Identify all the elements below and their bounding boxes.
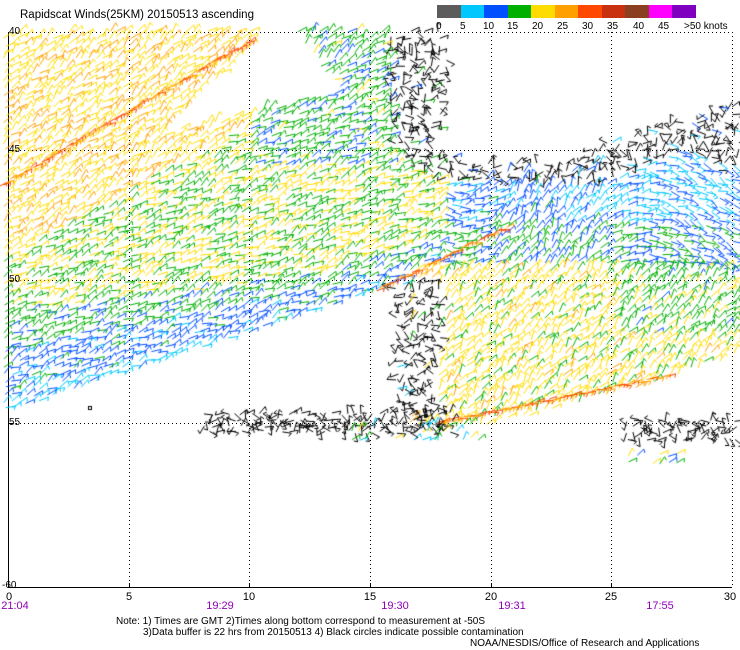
time-label: 19:31	[498, 600, 526, 612]
legend-label: 35	[607, 21, 619, 32]
lon-label: 30	[723, 591, 737, 603]
legend-label: 10	[483, 21, 495, 32]
legend-swatch	[672, 5, 696, 18]
legend-swatch	[578, 5, 602, 18]
time-label: 19:30	[381, 600, 409, 612]
legend-swatch	[625, 5, 649, 18]
time-label: 21:04	[1, 600, 29, 612]
lon-label: 0	[5, 591, 13, 603]
lat-label: 55	[9, 417, 21, 428]
legend-label: 45	[658, 21, 670, 32]
legend-label: 40	[633, 21, 645, 32]
credit-line: NOAA/NESDIS/Office of Research and Appli…	[470, 638, 700, 649]
note-line-1: Note: 1) Times are GMT 2)Times along bot…	[116, 616, 486, 627]
lon-label: 20	[484, 591, 498, 603]
legend-swatch	[484, 5, 508, 18]
legend-swatch	[507, 5, 532, 18]
lon-label: 5	[125, 591, 133, 603]
lat-label: -60	[2, 580, 17, 591]
legend-swatch	[648, 5, 673, 18]
note-line-2: 3)Data buffer is 22 hrs from 20150513 4)…	[143, 627, 524, 638]
time-label: 17:55	[646, 600, 674, 612]
lat-label: 40	[9, 26, 21, 37]
legend-label: 30	[582, 21, 594, 32]
legend-label: 0	[436, 21, 442, 32]
lon-label: 10	[242, 591, 256, 603]
legend-swatch	[460, 5, 485, 18]
legend-label: 20	[532, 21, 544, 32]
legend-swatch	[531, 5, 555, 18]
legend-swatch	[554, 5, 579, 18]
time-label: 19:29	[206, 600, 234, 612]
lon-label: 15	[363, 591, 377, 603]
legend-label: >50 knots	[684, 21, 728, 32]
legend-label: 25	[557, 21, 569, 32]
legend-label: 15	[507, 21, 519, 32]
map-title: Rapidscat Winds(25KM) 20150513 ascending	[20, 9, 254, 21]
legend-swatch	[437, 5, 461, 18]
legend-label: 5	[460, 21, 466, 32]
lat-label: 50	[9, 274, 21, 285]
legend-swatch	[601, 5, 626, 18]
lon-label: 25	[604, 591, 618, 603]
lat-label: 45	[9, 144, 21, 155]
